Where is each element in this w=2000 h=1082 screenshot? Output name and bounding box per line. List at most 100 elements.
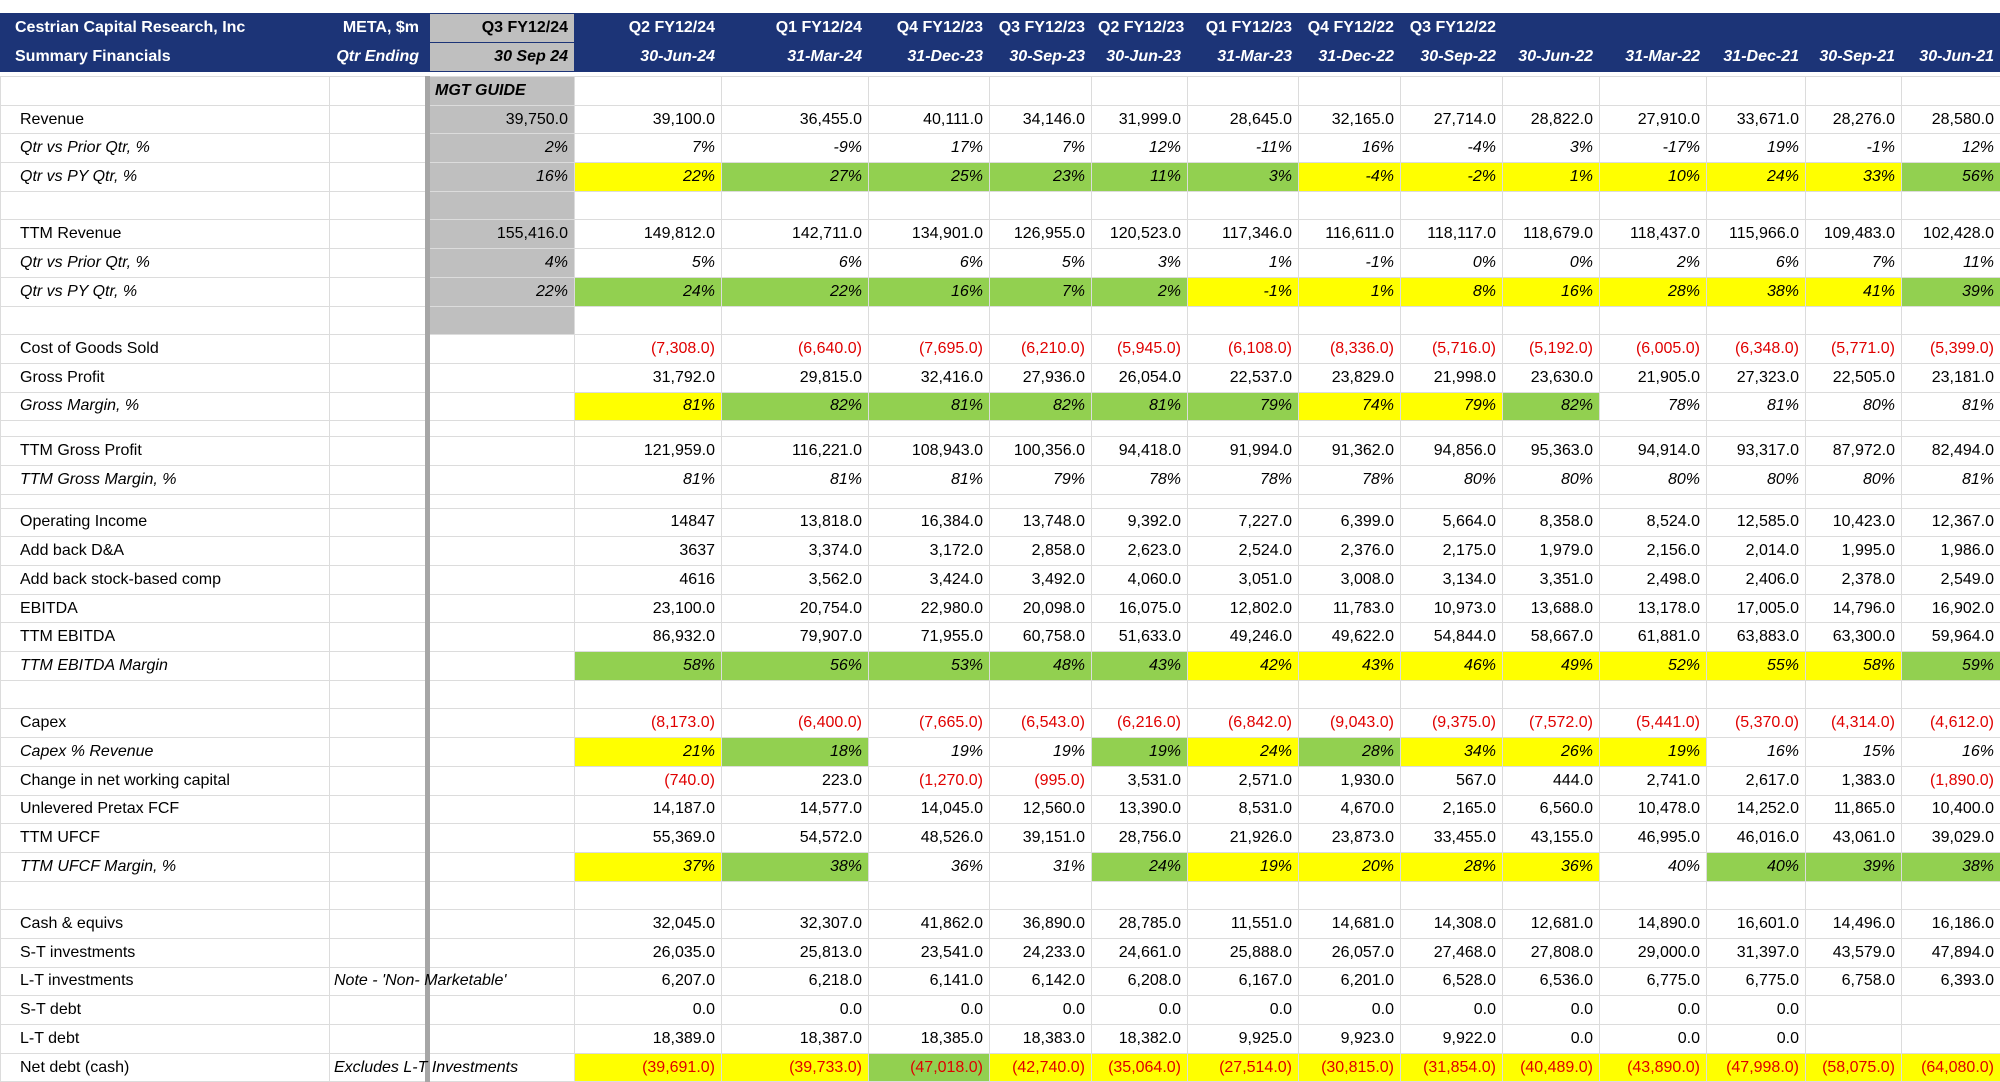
empty-cell: [329, 391, 430, 422]
empty-cell: [329, 436, 430, 466]
value-cell: 39,151.0: [989, 823, 1092, 853]
period-header: [1599, 13, 1707, 43]
value-cell: 6,528.0: [1400, 966, 1503, 997]
value-cell: 3,424.0: [868, 565, 990, 595]
value-cell: 6,536.0: [1502, 966, 1600, 997]
value-cell: 28,822.0: [1502, 104, 1600, 135]
value-cell: 80%: [1706, 464, 1806, 495]
empty-cell: [329, 737, 430, 767]
value-cell: 28,756.0: [1091, 823, 1188, 853]
empty-cell: [0, 76, 330, 106]
value-cell: 78%: [1599, 391, 1707, 422]
empty-cell: [1502, 190, 1600, 221]
value-cell: 2,858.0: [989, 536, 1092, 566]
value-cell: 81%: [868, 391, 990, 422]
empty-cell: [329, 464, 430, 495]
value-cell: 0%: [1502, 248, 1600, 278]
value-cell: 14,308.0: [1400, 909, 1503, 939]
value-cell: (6,210.0): [989, 334, 1092, 364]
empty-cell: [427, 995, 575, 1025]
empty-cell: [1091, 493, 1188, 509]
row-label: Capex: [0, 708, 330, 739]
empty-cell: [989, 679, 1092, 710]
value-cell: (47,018.0): [868, 1052, 990, 1082]
row-label: Gross Profit: [0, 362, 330, 393]
value-cell: 11,783.0: [1298, 593, 1401, 624]
empty-cell: [1599, 420, 1707, 438]
value-cell: 94,418.0: [1091, 436, 1188, 466]
empty-cell: [427, 190, 575, 221]
empty-cell: [329, 593, 430, 624]
value-cell: 43,155.0: [1502, 823, 1600, 853]
data-row: EBITDA 23,100.0 20,754.0 22,980.0 20,098.0 16…: [0, 593, 2000, 624]
value-cell: 33,455.0: [1400, 823, 1503, 853]
value-cell: 2,156.0: [1599, 536, 1707, 566]
value-cell: 14,577.0: [721, 794, 869, 825]
value-cell: 32,045.0: [574, 909, 722, 939]
value-cell: 2,014.0: [1706, 536, 1806, 566]
period-header: Q3 FY12/22: [1400, 13, 1503, 43]
value-cell: 23,873.0: [1298, 823, 1401, 853]
value-cell: 18,387.0: [721, 1024, 869, 1054]
value-cell: 28%: [1400, 851, 1503, 882]
value-cell: 19%: [989, 737, 1092, 767]
value-cell: 18,389.0: [574, 1024, 722, 1054]
empty-cell: [1502, 305, 1600, 336]
value-cell: 0.0: [1706, 995, 1806, 1025]
value-cell: 71,955.0: [868, 622, 990, 653]
empty-cell: [329, 1024, 430, 1054]
empty-cell: [1805, 493, 1902, 509]
value-cell: 54,844.0: [1400, 622, 1503, 653]
value-cell: 23,100.0: [574, 593, 722, 624]
empty-cell: [1400, 420, 1503, 438]
empty-cell: [329, 305, 430, 336]
value-cell: 17,005.0: [1706, 593, 1806, 624]
row-label: Unlevered Pretax FCF: [0, 794, 330, 825]
value-cell: 27%: [721, 162, 869, 192]
value-cell: 60,758.0: [989, 622, 1092, 653]
header-row: Summary Financials Qtr Ending 30 Sep 24 30-…: [0, 42, 2000, 72]
value-cell: 0.0: [574, 995, 722, 1025]
value-cell: (39,691.0): [574, 1052, 722, 1082]
spacer-row: [0, 880, 2000, 911]
value-cell: 0.0: [868, 995, 990, 1025]
date-header: 31-Dec-21: [1706, 42, 1806, 72]
period-header: [1502, 13, 1600, 43]
value-cell: 55,369.0: [574, 823, 722, 853]
value-cell: 18,382.0: [1091, 1024, 1188, 1054]
value-cell: 74%: [1298, 391, 1401, 422]
value-cell: (5,370.0): [1706, 708, 1806, 739]
value-cell: 31,792.0: [574, 362, 722, 393]
value-cell: 7%: [989, 133, 1092, 164]
period-header: [1706, 13, 1806, 43]
value-cell: (47,998.0): [1706, 1052, 1806, 1082]
value-cell: -2%: [1400, 162, 1503, 192]
value-cell: 1%: [1187, 248, 1299, 278]
value-cell: 19%: [1091, 737, 1188, 767]
value-cell: 16,384.0: [868, 507, 990, 538]
value-cell: (5,192.0): [1502, 334, 1600, 364]
value-cell: 142,711.0: [721, 219, 869, 250]
value-cell: 2,549.0: [1901, 565, 2000, 595]
empty-cell: [1298, 305, 1401, 336]
value-cell: 4616: [574, 565, 722, 595]
value-cell: 6,218.0: [721, 966, 869, 997]
empty-cell: [329, 937, 430, 968]
empty-cell: [1599, 493, 1707, 509]
empty-cell: [427, 765, 575, 796]
value-cell: 118,117.0: [1400, 219, 1503, 250]
empty-cell: [427, 420, 575, 438]
value-cell: 54,572.0: [721, 823, 869, 853]
value-cell: 78%: [1187, 464, 1299, 495]
value-cell: (8,336.0): [1298, 334, 1401, 364]
value-cell: 2,623.0: [1091, 536, 1188, 566]
empty-cell: [1706, 679, 1806, 710]
date-header: 31-Mar-23: [1187, 42, 1299, 72]
value-cell: 2,571.0: [1187, 765, 1299, 796]
empty-cell: [721, 493, 869, 509]
value-cell: -11%: [1187, 133, 1299, 164]
value-cell: 61,881.0: [1599, 622, 1707, 653]
value-cell: 117,346.0: [1187, 219, 1299, 250]
value-cell: 19%: [1706, 133, 1806, 164]
value-cell: 118,437.0: [1599, 219, 1707, 250]
